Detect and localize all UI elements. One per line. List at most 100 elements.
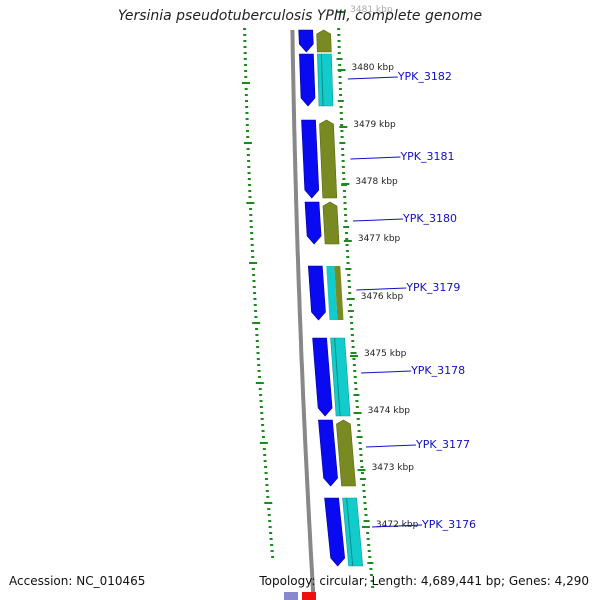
gc-skew-mark [241,82,250,84]
gene-label: YPK_3179 [405,281,460,294]
gc-content-mark [351,340,355,342]
gc-skew-mark [256,346,260,348]
gc-skew-mark [252,280,256,282]
gc-content-mark [355,406,359,408]
gc-content-mark [357,430,361,432]
gc-content-mark [336,58,343,60]
gene-label: YPK_3182 [397,70,452,83]
gc-skew-mark [251,268,255,270]
gc-content-mark [359,460,363,462]
scale-tick-label: 3474 kbp [368,406,411,416]
map-title: Yersinia pseudotuberculosis YPIII, compl… [117,8,483,24]
gene-label-leader [371,524,423,528]
gc-content-mark [337,28,341,30]
gc-skew-mark [246,148,250,150]
reverse-cds-block [336,419,356,487]
gc-skew-mark [252,274,256,276]
gc-content-mark [337,100,344,102]
gc-content-mark [345,238,349,240]
gc-skew-mark [262,448,266,450]
gene-label-leader [365,444,417,448]
gc-skew-mark [247,178,251,180]
gc-skew-mark [250,232,254,234]
gc-content-mark [343,196,347,198]
gc-content-mark [344,220,348,222]
gc-skew-mark [269,538,273,540]
scale-tick-label: 3481 kbp [350,5,393,15]
gc-skew-mark [252,286,256,288]
gc-skew-mark [247,172,251,174]
gc-skew-mark [245,118,249,120]
rna-feature-block [317,53,334,107]
gene-label-leader [361,370,412,374]
gc-content-mark [339,94,343,96]
gc-skew-mark [255,340,259,342]
gene-label: YPK_3181 [399,150,454,163]
gc-content-mark [337,46,341,48]
gc-skew-mark [256,358,260,360]
gc-skew-mark [257,370,261,372]
gc-content-mark [369,568,373,570]
gc-content-mark [341,166,345,168]
gc-skew-mark [256,352,260,354]
gc-skew-mark [255,334,259,336]
gc-skew-mark [253,304,257,306]
gc-content-mark [363,502,367,504]
gc-content-mark [345,268,352,270]
gc-content-mark [339,118,343,120]
gc-content-mark [363,520,370,522]
scale-tick-label: 3475 kbp [364,349,407,359]
gc-skew-mark [258,388,262,390]
gc-skew-mark [249,226,253,228]
gc-content-mark [345,244,349,246]
gc-skew-mark [244,76,248,78]
gc-content-mark [338,76,342,78]
gene-label-leader [356,287,407,291]
gc-skew-mark [264,472,268,474]
gc-skew-mark [243,28,247,30]
gc-content-mark [361,484,365,486]
gc-content-mark [370,580,374,582]
forward-cds-arrow [299,53,316,107]
gene-label-leader [350,156,401,160]
scale-tick-label: 3478 kbp [355,177,398,187]
gc-content-mark [354,388,358,390]
gc-content-mark [360,466,364,468]
gc-content-mark [337,52,341,54]
gc-skew-mark [260,418,264,420]
gc-content-mark [350,328,354,330]
gc-content-mark [341,160,345,162]
gene-label-leader [347,76,398,80]
gc-content-mark [346,262,350,264]
gc-skew-mark [266,496,270,498]
scale-tick-label: 3477 kbp [358,234,401,244]
gc-content-mark [343,202,347,204]
gc-content-mark [355,400,359,402]
gc-content-mark [341,148,345,150]
gc-content-mark [350,334,354,336]
gc-content-mark [338,64,342,66]
gc-skew-mark [249,208,253,210]
gc-skew-mark [245,124,249,126]
scale-tick-label: 3476 kbp [361,292,404,302]
gc-skew-mark [244,94,248,96]
scale-tick-label: 3472 kbp [376,520,419,530]
genome-stats-label: Topology: circular; Length: 4,689,441 bp… [259,574,589,588]
rna-feature-block [326,266,338,320]
gene-label: YPK_3176 [421,518,476,531]
gc-content-mark [363,508,367,510]
genome-backbone [290,29,316,600]
gc-content-mark [347,274,351,276]
reverse-cds-block [319,119,338,199]
gc-skew-mark [257,376,261,378]
reverse-cds-block [316,29,332,53]
gc-skew-mark [247,160,251,162]
gc-content-mark [358,442,362,444]
gc-content-mark [359,454,363,456]
gc-skew-mark [271,556,275,558]
forward-cds-arrow [298,29,314,53]
gc-content-mark [350,352,357,354]
gc-skew-mark [259,442,268,444]
gc-content-mark [359,448,363,450]
